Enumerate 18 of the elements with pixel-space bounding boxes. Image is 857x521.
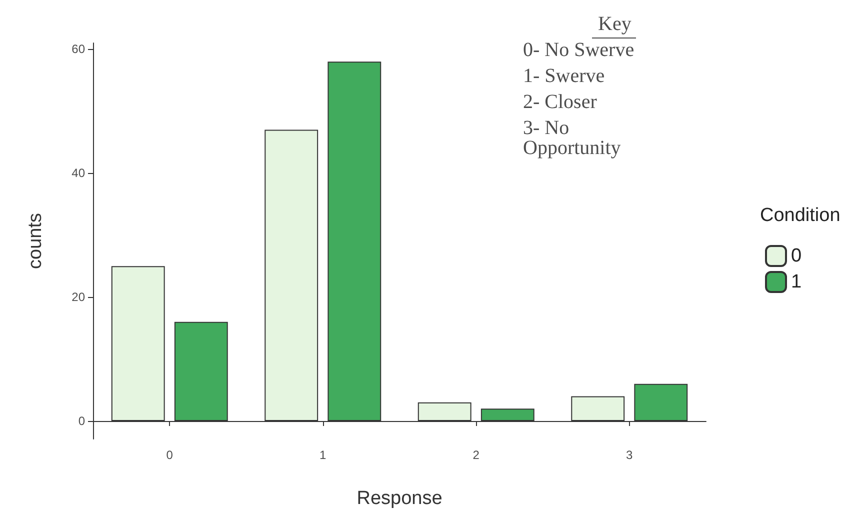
- annotation: 0- No Swerve: [523, 39, 634, 61]
- y-axis-title: counts: [25, 213, 46, 269]
- legend-label: 1: [791, 272, 802, 292]
- y-tick-label: 0: [78, 414, 86, 428]
- annotation: 3- No Opportunity: [523, 117, 621, 159]
- x-tick-label: 1: [320, 448, 327, 462]
- legend-label: 0: [791, 246, 802, 266]
- y-tick-label: 60: [72, 42, 86, 56]
- x-tick-label: 2: [472, 448, 480, 462]
- y-tick-label: 40: [72, 166, 86, 180]
- legend-title: Condition: [760, 205, 840, 226]
- y-tick-label: 20: [72, 290, 86, 304]
- annotation: 2- Closer: [523, 91, 598, 113]
- x-axis-title: Response: [356, 488, 442, 509]
- x-tick-label: 0: [166, 448, 174, 462]
- annotation: 1- Swerve: [523, 65, 605, 87]
- text: Key: [598, 13, 632, 35]
- x-tick-label: 3: [626, 448, 634, 462]
